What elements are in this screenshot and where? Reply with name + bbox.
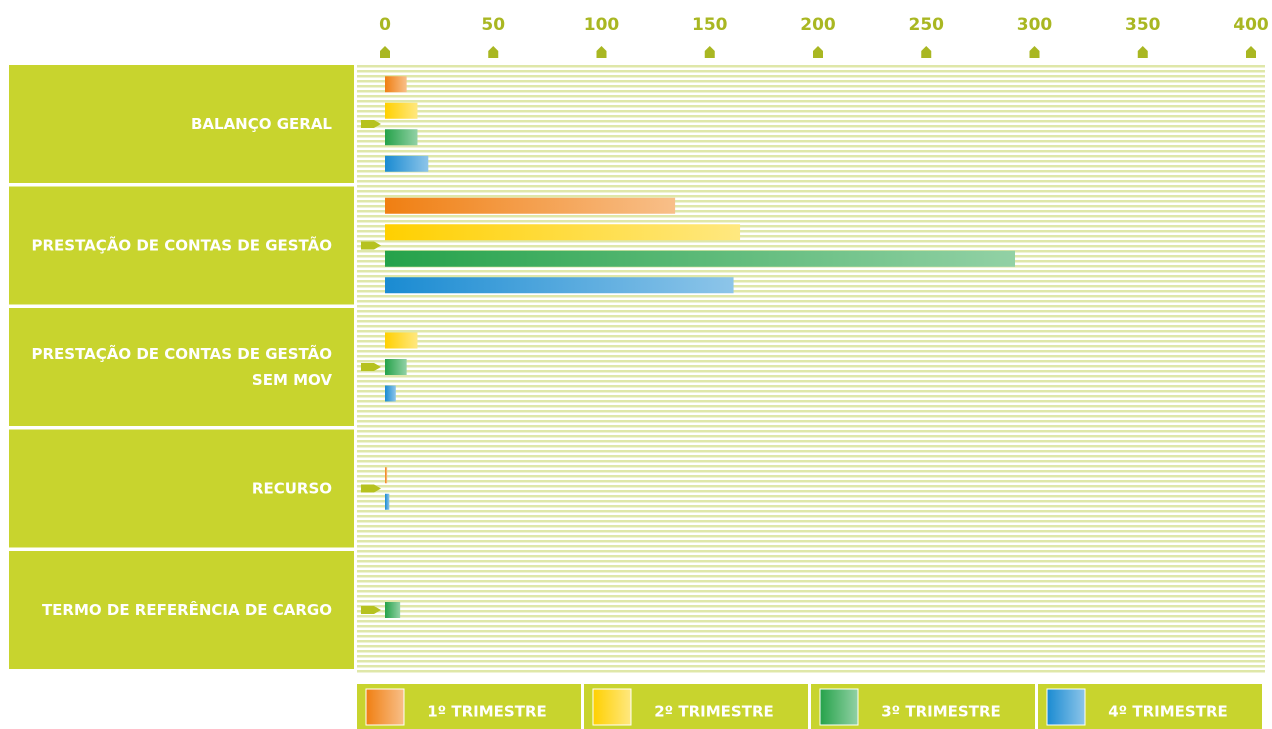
legend-swatch: [365, 688, 405, 726]
x-tick-label: 250: [909, 15, 945, 35]
tick-mark: [1029, 46, 1040, 58]
tick-mark: [1246, 46, 1256, 58]
bar: [385, 467, 388, 484]
tick-mark: [488, 46, 499, 58]
legend-swatch: [819, 688, 859, 726]
x-tick-label: 150: [692, 15, 728, 35]
category-label: RECURSO: [252, 479, 332, 497]
category-label: BALANÇO GERAL: [191, 115, 332, 133]
x-tick-label: 300: [1017, 15, 1053, 35]
bar: [385, 102, 418, 119]
tick-mark: [596, 46, 607, 58]
bar: [385, 197, 676, 214]
tick-mark: [704, 46, 715, 58]
category-panel: [9, 429, 354, 548]
bar: [385, 250, 1016, 267]
bar: [385, 385, 396, 402]
bar: [385, 359, 407, 375]
tick-mark: [1137, 46, 1148, 58]
category-label: PRESTAÇÃO DE CONTAS DE GESTÃO SEM MOV: [31, 344, 332, 389]
legend-label: 4º TRIMESTRE: [1108, 703, 1228, 721]
category-panel: [9, 186, 354, 305]
category-panel: [9, 65, 354, 183]
legend-label: 3º TRIMESTRE: [881, 703, 1001, 721]
category-label: TERMO DE REFERÊNCIA DE CARGO: [42, 600, 332, 619]
tick-mark: [813, 46, 823, 58]
group-arrow: [361, 120, 381, 128]
x-tick-label: 400: [1233, 15, 1269, 35]
group-arrow: [361, 241, 381, 250]
tick-mark: [921, 46, 932, 58]
group-arrow: [361, 484, 381, 493]
x-tick-label: 0: [379, 15, 391, 35]
plot-area: [357, 65, 1265, 675]
category-panel: [9, 308, 354, 426]
tick-mark: [380, 46, 390, 58]
x-tick-label: 50: [481, 15, 505, 35]
x-tick-label: 200: [800, 15, 836, 35]
legend-swatch: [1046, 688, 1086, 726]
bar: [385, 332, 418, 349]
legend-label: 1º TRIMESTRE: [427, 703, 547, 721]
category-panel: [9, 551, 354, 669]
bar: [385, 493, 390, 510]
group-arrow: [361, 606, 381, 614]
bar: [385, 129, 418, 146]
bar: [385, 224, 741, 241]
category-label: PRESTAÇÃO DE CONTAS DE GESTÃO: [31, 235, 332, 254]
x-tick-label: 350: [1125, 15, 1161, 35]
bar: [385, 602, 401, 618]
legend-label: 2º TRIMESTRE: [654, 703, 774, 721]
bar: [385, 155, 429, 172]
bar: [385, 277, 734, 294]
x-tick-label: 100: [584, 15, 620, 35]
bar: [385, 76, 407, 93]
legend-swatch: [592, 688, 632, 726]
group-arrow: [361, 363, 381, 371]
